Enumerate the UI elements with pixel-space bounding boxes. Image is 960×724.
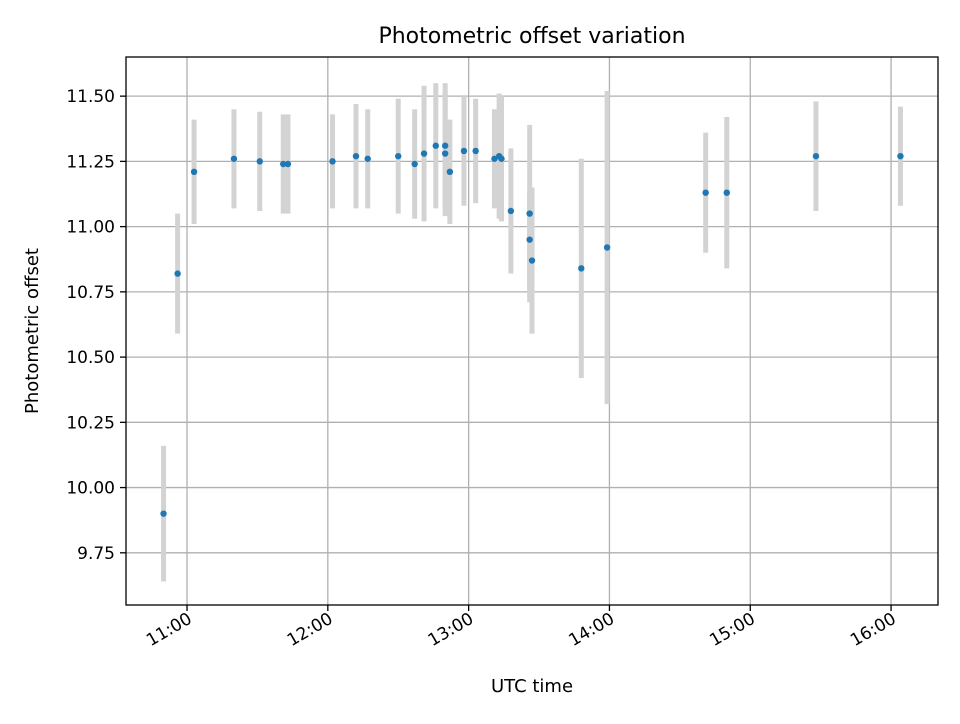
data-point — [230, 155, 238, 162]
data-point — [411, 160, 418, 168]
data-point — [812, 152, 820, 160]
data-point — [329, 158, 336, 165]
y-axis-label: Photometric offset — [22, 248, 43, 414]
plot-frame — [125, 56, 939, 606]
x-axis-label: UTC time — [491, 676, 573, 697]
point-layer — [160, 142, 904, 517]
data-point — [284, 160, 292, 168]
data-point — [526, 236, 533, 243]
x-tick-label: 11:00 — [143, 609, 195, 651]
data-point — [441, 142, 449, 149]
y-tick-label: 11.25 — [66, 152, 115, 172]
data-point — [507, 207, 515, 215]
data-point — [498, 155, 505, 162]
x-tick-label: 14:00 — [566, 609, 618, 651]
data-point — [578, 265, 585, 272]
data-point — [352, 152, 360, 160]
data-point — [491, 155, 498, 162]
data-point — [472, 147, 479, 155]
data-point — [190, 168, 198, 176]
x-tick-label: 15:00 — [706, 609, 758, 651]
y-tick-label: 10.50 — [66, 348, 115, 368]
y-tick-label: 10.25 — [66, 413, 115, 433]
data-point — [603, 244, 611, 251]
y-tick-label: 10.00 — [66, 479, 115, 499]
data-point — [723, 189, 730, 196]
data-point — [420, 150, 428, 157]
data-point — [897, 152, 904, 160]
x-tick-label: 12:00 — [284, 609, 336, 651]
data-point — [432, 142, 439, 149]
y-tick-label: 9.75 — [77, 544, 115, 564]
data-point — [441, 150, 449, 157]
data-point — [256, 158, 263, 165]
data-point — [460, 147, 468, 155]
data-point — [160, 510, 167, 517]
chart-title: Photometric offset variation — [378, 24, 685, 49]
data-point — [528, 257, 536, 264]
x-tick-label: 13:00 — [425, 609, 477, 651]
data-point — [702, 189, 709, 196]
data-point — [280, 160, 287, 168]
y-tick-label: 10.75 — [66, 283, 115, 303]
x-tick-label: 16:00 — [847, 609, 899, 651]
y-axis-ticks: 9.75 10.00 10.25 10.50 10.75 11.00 11.25 11.50 — [66, 87, 126, 564]
y-tick-label: 11.50 — [66, 87, 115, 107]
errorbar-layer — [161, 83, 903, 582]
data-point — [364, 155, 371, 162]
data-point — [174, 270, 181, 277]
data-point — [526, 210, 533, 217]
y-tick-label: 11.00 — [66, 218, 115, 238]
data-point — [395, 152, 402, 160]
x-axis-ticks: 11:00 12:00 13:00 14:00 15:00 16:00 — [143, 605, 900, 651]
data-point — [446, 168, 454, 176]
